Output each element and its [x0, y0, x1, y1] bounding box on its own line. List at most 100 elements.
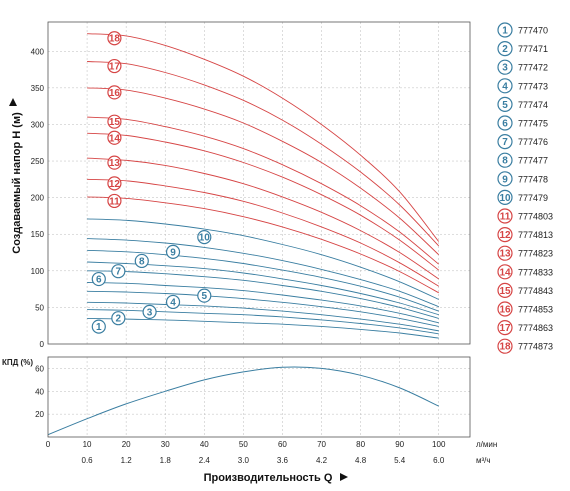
curve-badge-3	[142, 304, 157, 319]
curve-badge-16	[107, 85, 122, 100]
curve-badge-label-5: 5	[202, 291, 208, 302]
x-tick-label-m3h: 0.6	[82, 456, 94, 465]
x-unit-m3h: м³/ч	[476, 456, 491, 465]
curve-badge-17	[107, 58, 122, 74]
head-curves	[87, 33, 440, 339]
head-curve-10	[87, 218, 439, 300]
y-axis-arrow-icon	[9, 98, 17, 106]
curve-badge-label-10: 10	[199, 233, 211, 244]
legend-badge-18	[497, 338, 513, 354]
curve-badge-14	[107, 130, 122, 145]
head-y-axis-title: Создаваемый напор H (м)	[11, 112, 23, 254]
curve-badge-label-17: 17	[109, 62, 121, 73]
legend-number-1: 1	[502, 26, 508, 37]
legend-number-8: 8	[502, 156, 508, 167]
legend-badge-14	[497, 264, 513, 280]
legend-badge-6	[497, 115, 513, 131]
legend-number-6: 6	[502, 119, 508, 130]
head-curve-16	[87, 87, 440, 256]
head-curve-5	[87, 282, 439, 324]
curve-badge-1	[91, 319, 106, 334]
legend-label-11: 7774803	[518, 212, 553, 222]
legend-label-9: 777478	[518, 174, 548, 184]
head-y-tick-label: 250	[31, 157, 45, 166]
curve-badge-label-18: 18	[109, 34, 121, 45]
curve-badge-label-8: 8	[139, 256, 145, 267]
legend-label-12: 7774813	[518, 230, 553, 240]
legend-number-13: 13	[499, 249, 511, 260]
legend-badge-8	[497, 152, 513, 168]
x-tick-label-m3h: 3.6	[277, 456, 289, 465]
x-tick-label-m3h: 6.0	[433, 456, 445, 465]
x-tick-label-m3h: 5.4	[394, 456, 406, 465]
x-tick-label-m3h: 4.8	[355, 456, 367, 465]
x-tick-label-m3h: 4.2	[316, 456, 328, 465]
legend-number-17: 17	[499, 323, 511, 334]
legend-number-18: 18	[499, 342, 511, 353]
head-curve-7	[87, 261, 439, 316]
legend-number-5: 5	[502, 100, 508, 111]
legend-number-14: 14	[499, 267, 511, 278]
curve-badge-label-13: 13	[109, 158, 121, 169]
curve-badge-label-9: 9	[170, 247, 176, 258]
efficiency-plot-frame	[47, 356, 471, 438]
legend-label-1: 777470	[518, 26, 548, 36]
curve-badge-label-15: 15	[109, 117, 121, 128]
legend-badge-1	[497, 22, 513, 38]
legend-number-15: 15	[499, 286, 511, 297]
efficiency-y-axis-title: КПД (%)	[2, 358, 33, 367]
legend-number-10: 10	[499, 193, 511, 204]
head-y-tick-label: 300	[31, 120, 45, 129]
head-curve-8	[87, 249, 439, 312]
head-curve-1	[87, 317, 439, 339]
curve-badge-label-1: 1	[96, 322, 102, 333]
x-tick-label-lpm: 90	[395, 440, 404, 449]
curve-badge-label-2: 2	[116, 314, 122, 325]
head-curve-17	[87, 61, 440, 247]
head-curve-9	[87, 238, 439, 308]
curve-badge-label-12: 12	[109, 179, 121, 190]
legend-label-4: 777473	[518, 81, 548, 91]
head-curve-4	[87, 290, 439, 327]
legend-number-9: 9	[502, 174, 508, 185]
legend-badge-10	[497, 189, 513, 205]
legend-badge-2	[497, 40, 513, 57]
curve-badge-5	[197, 288, 212, 303]
efficiency-y-tick-label: 60	[35, 364, 44, 373]
x-tick-label-m3h: 3.0	[238, 456, 250, 465]
x-tick-label-lpm: 30	[161, 440, 170, 449]
legend-label-13: 7774823	[518, 249, 553, 259]
curve-badge-label-14: 14	[109, 133, 121, 144]
curve-badge-8	[134, 253, 149, 269]
efficiency-curve-group	[47, 366, 439, 436]
head-y-tick-label: 0	[40, 340, 45, 349]
legend-label-3: 777472	[518, 63, 548, 73]
legend-badge-13	[497, 245, 513, 261]
legend-label-15: 7774843	[518, 286, 553, 296]
head-curve-6	[87, 270, 439, 319]
x-axis-title: Производительность Q	[204, 472, 333, 484]
head-curve-3	[87, 301, 439, 332]
legend-number-11: 11	[500, 212, 511, 223]
legend-label-7: 777476	[518, 137, 548, 147]
legend-number-7: 7	[502, 137, 508, 148]
head-curve-15	[87, 116, 439, 265]
head-curve-11	[87, 196, 439, 294]
curve-badge-10	[197, 230, 212, 245]
curve-badge-label-16: 16	[109, 88, 121, 99]
legend-label-16: 7774853	[518, 305, 553, 315]
head-y-tick-label: 200	[31, 194, 45, 203]
x-tick-label-lpm: 70	[317, 440, 326, 449]
legend-number-12: 12	[499, 230, 511, 241]
curve-badge-18	[107, 31, 122, 46]
legend-badge-15	[497, 282, 513, 298]
legend-badge-16	[497, 301, 513, 317]
legend-label-14: 7774833	[518, 267, 553, 277]
grid	[48, 22, 470, 437]
legend-badge-7	[497, 134, 513, 150]
x-tick-label-lpm: 0	[46, 440, 51, 449]
curve-badge-label-3: 3	[147, 307, 153, 318]
legend-label-10: 777479	[518, 193, 548, 203]
